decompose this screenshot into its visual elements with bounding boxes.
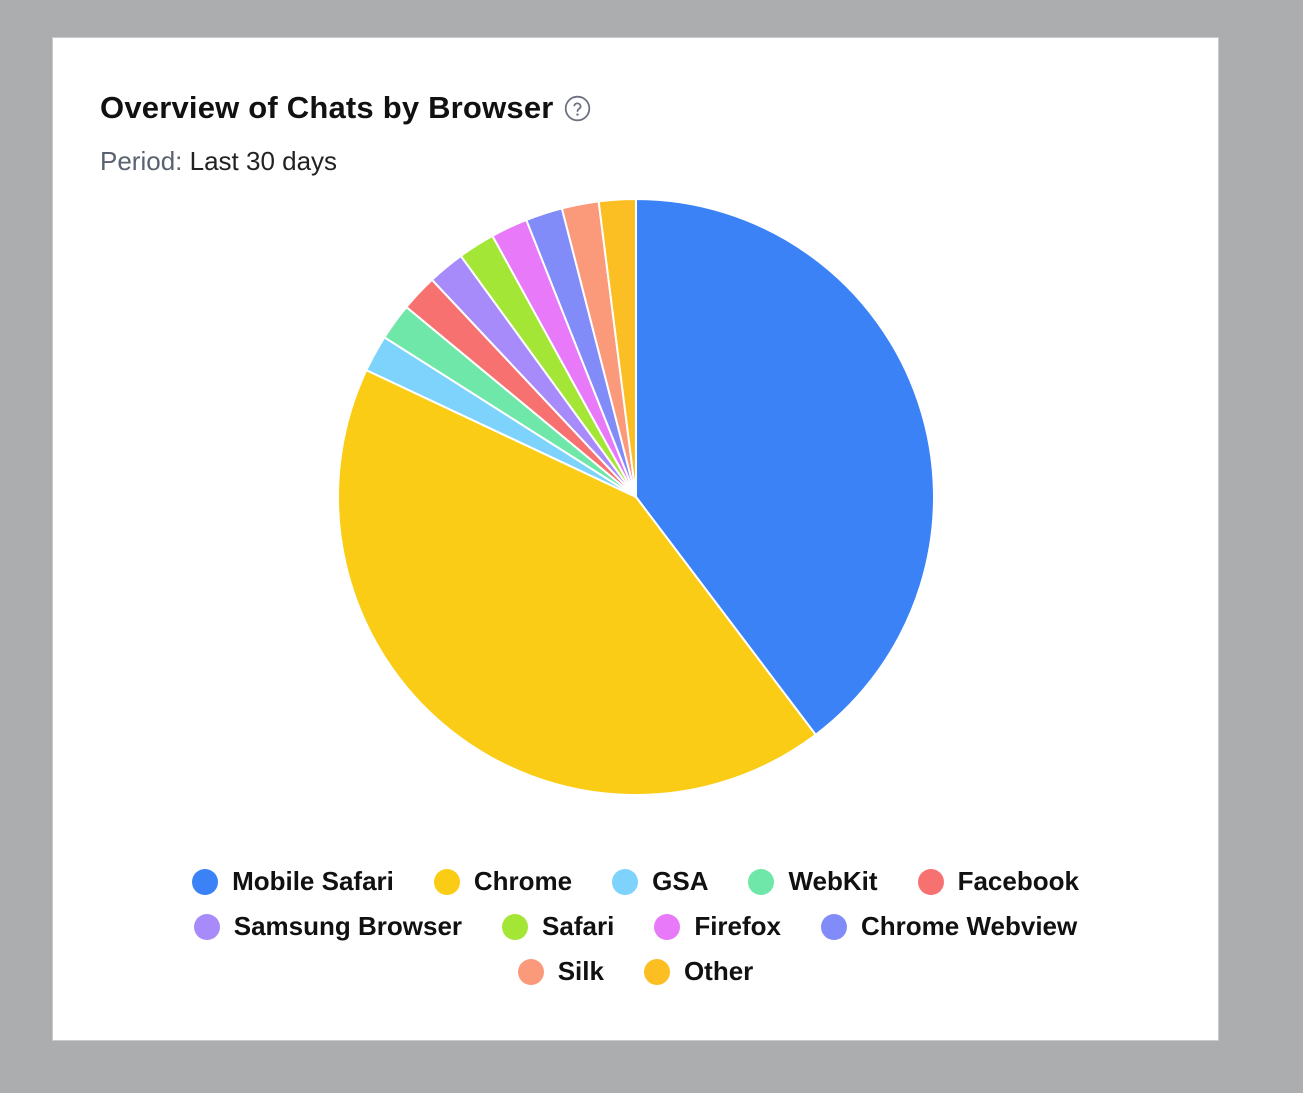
- title-row: Overview of Chats by Browser: [100, 90, 591, 126]
- chart-card: Overview of Chats by Browser Period: Las…: [53, 38, 1218, 1040]
- pie-slice-chrome[interactable]: [337, 369, 817, 796]
- legend-row: Samsung Browser Safari Firefox Chrome Webvi…: [193, 911, 1077, 942]
- legend-label: Chrome: [473, 866, 573, 896]
- period-label: Period:: [100, 146, 183, 176]
- legend-item-webkit[interactable]: WebKit: [748, 866, 878, 897]
- legend-row: Silk Other: [517, 956, 754, 987]
- legend-item-chrome[interactable]: Chrome: [433, 866, 573, 897]
- legend-item-firefox[interactable]: Firefox: [654, 911, 781, 942]
- chart-legend: Mobile Safari Chrome GSA WebKit Facebook Sams…: [53, 866, 1218, 987]
- legend-label: Facebook: [957, 866, 1079, 896]
- legend-swatch: [643, 958, 670, 985]
- legend-label: WebKit: [788, 866, 878, 896]
- pie-slice-mobile-safari[interactable]: [635, 198, 935, 736]
- period-line: Period: Last 30 days: [100, 146, 337, 177]
- legend-item-other[interactable]: Other: [643, 956, 754, 987]
- legend-label: Chrome Webview: [861, 911, 1078, 941]
- legend-swatch: [433, 868, 460, 895]
- legend-swatch: [193, 913, 220, 940]
- legend-swatch: [192, 868, 219, 895]
- legend-label: Silk: [557, 956, 604, 986]
- legend-item-samsung-browser[interactable]: Samsung Browser: [193, 911, 463, 942]
- legend-label: Mobile Safari: [232, 866, 394, 896]
- pie-slice-other[interactable]: [597, 198, 637, 498]
- legend-item-mobile-safari[interactable]: Mobile Safari: [192, 866, 394, 897]
- legend-swatch: [612, 868, 639, 895]
- legend-label: Safari: [542, 911, 615, 941]
- legend-label: Other: [683, 956, 754, 986]
- legend-swatch: [517, 958, 544, 985]
- legend-item-facebook[interactable]: Facebook: [917, 866, 1079, 897]
- legend-label: Samsung Browser: [233, 911, 463, 941]
- legend-label: GSA: [652, 866, 709, 896]
- legend-swatch: [502, 913, 529, 940]
- legend-item-gsa[interactable]: GSA: [612, 866, 708, 897]
- chart-title: Overview of Chats by Browser: [100, 90, 554, 125]
- legend-swatch: [654, 913, 681, 940]
- legend-swatch: [821, 913, 847, 940]
- legend-item-chrome-webview[interactable]: Chrome Webview: [821, 911, 1077, 942]
- question-circle-icon[interactable]: [564, 95, 591, 122]
- legend-label: Firefox: [694, 911, 781, 941]
- legend-swatch: [917, 868, 944, 895]
- period-value: Last 30 days: [189, 146, 338, 176]
- legend-item-silk[interactable]: Silk: [517, 956, 604, 987]
- legend-swatch: [748, 868, 775, 895]
- legend-row: Mobile Safari Chrome GSA WebKit Facebook: [192, 866, 1079, 897]
- legend-item-safari[interactable]: Safari: [502, 911, 614, 942]
- pie-chart: [337, 198, 935, 796]
